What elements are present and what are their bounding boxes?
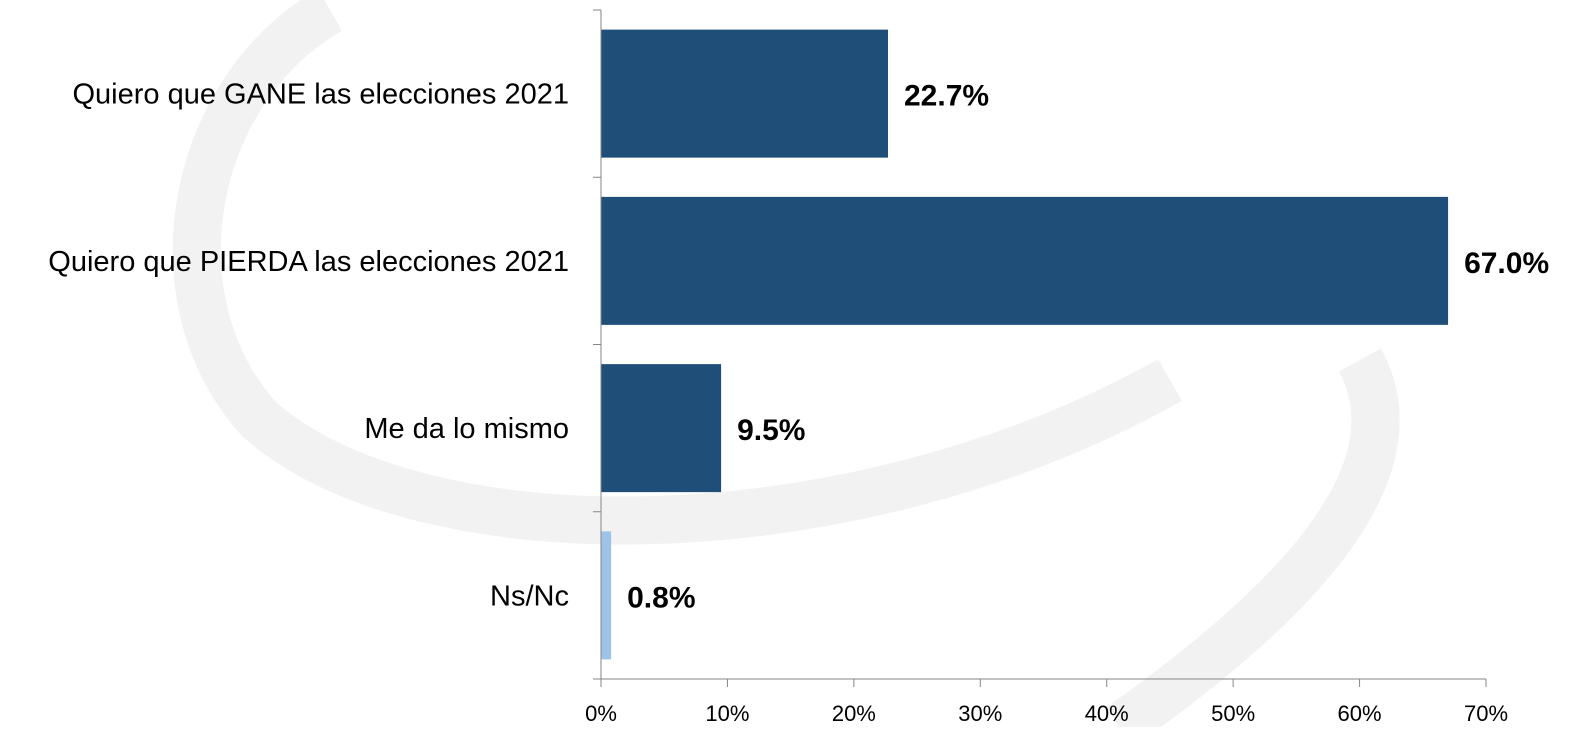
bar	[601, 531, 612, 660]
data-label: 0.8%	[627, 581, 695, 614]
x-tick-label: 60%	[1338, 701, 1382, 726]
background-watermark	[172, 0, 1400, 732]
x-tick-label: 10%	[705, 701, 749, 726]
category-label: Quiero que PIERDA las elecciones 2021	[48, 246, 569, 278]
category-label: Quiero que GANE las elecciones 2021	[72, 79, 569, 111]
axes-layer	[593, 9, 1487, 687]
x-tick-label: 70%	[1464, 701, 1508, 726]
data-label: 22.7%	[904, 80, 989, 113]
x-tick-label: 40%	[1085, 701, 1129, 726]
x-tick-label: 20%	[832, 701, 876, 726]
data-label: 67.0%	[1464, 247, 1549, 280]
bar	[601, 364, 722, 493]
category-label: Ns/Nc	[490, 580, 569, 612]
bar	[601, 29, 888, 158]
category-label: Me da lo mismo	[364, 413, 569, 445]
bar	[601, 196, 1449, 325]
bars-layer	[601, 29, 1449, 660]
x-tick-label: 50%	[1211, 701, 1255, 726]
labels-layer: Quiero que GANE las elecciones 2021 22.7%…	[48, 79, 1549, 726]
x-tick-label: 30%	[958, 701, 1002, 726]
x-tick-label: 0%	[585, 701, 617, 726]
data-label: 9.5%	[737, 414, 805, 447]
